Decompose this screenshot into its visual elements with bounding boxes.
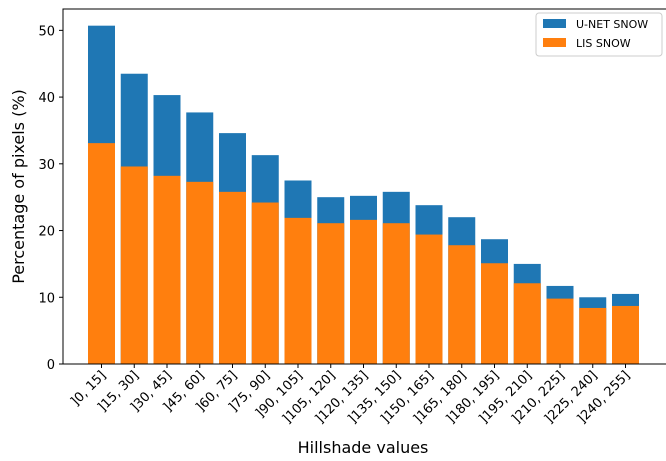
plot-frame <box>62 8 666 365</box>
bar-lis-12 <box>481 263 508 364</box>
legend-label-lis: LIS SNOW <box>576 37 631 50</box>
lis-bars <box>88 143 639 364</box>
bar-lis-9 <box>382 223 410 364</box>
bar-lis-16 <box>612 305 639 364</box>
bar-lis-14 <box>546 298 574 364</box>
bar-lis-4 <box>219 191 246 364</box>
y-tick-label-5: 50 <box>38 24 55 39</box>
bar-lis-1 <box>120 166 148 364</box>
legend-label-unet: U-NET SNOW <box>576 18 648 31</box>
y-tick-label-0: 0 <box>47 358 55 373</box>
bar-lis-10 <box>415 234 443 364</box>
bar-lis-6 <box>284 217 312 364</box>
x-axis-label: Hillshade values <box>298 438 429 457</box>
bar-lis-13 <box>513 283 541 364</box>
y-tick-label-4: 40 <box>38 91 55 106</box>
y-axis: 0 10 20 30 40 50 <box>38 24 63 373</box>
bar-lis-5 <box>251 202 279 364</box>
y-tick-label-1: 10 <box>38 291 55 306</box>
bar-lis-7 <box>317 223 345 364</box>
bar-lis-3 <box>186 181 214 364</box>
legend-box <box>535 12 663 57</box>
x-axis: ]0, 15]]15, 30]]30, 45]]45, 60]]60, 75]]… <box>68 364 633 427</box>
y-axis-label: Percentage of pixels (%) <box>9 89 28 284</box>
bar-lis-0 <box>88 143 115 364</box>
legend-swatch-lis <box>543 38 566 47</box>
legend-swatch-unet <box>543 19 566 28</box>
bar-lis-2 <box>153 175 181 364</box>
bar-lis-8 <box>350 219 377 364</box>
bar-lis-11 <box>448 245 476 364</box>
y-tick-label-2: 20 <box>38 225 55 240</box>
bar-lis-15 <box>579 307 607 364</box>
y-tick-label-3: 30 <box>38 158 55 173</box>
legend: U-NET SNOW LIS SNOW <box>535 12 663 57</box>
